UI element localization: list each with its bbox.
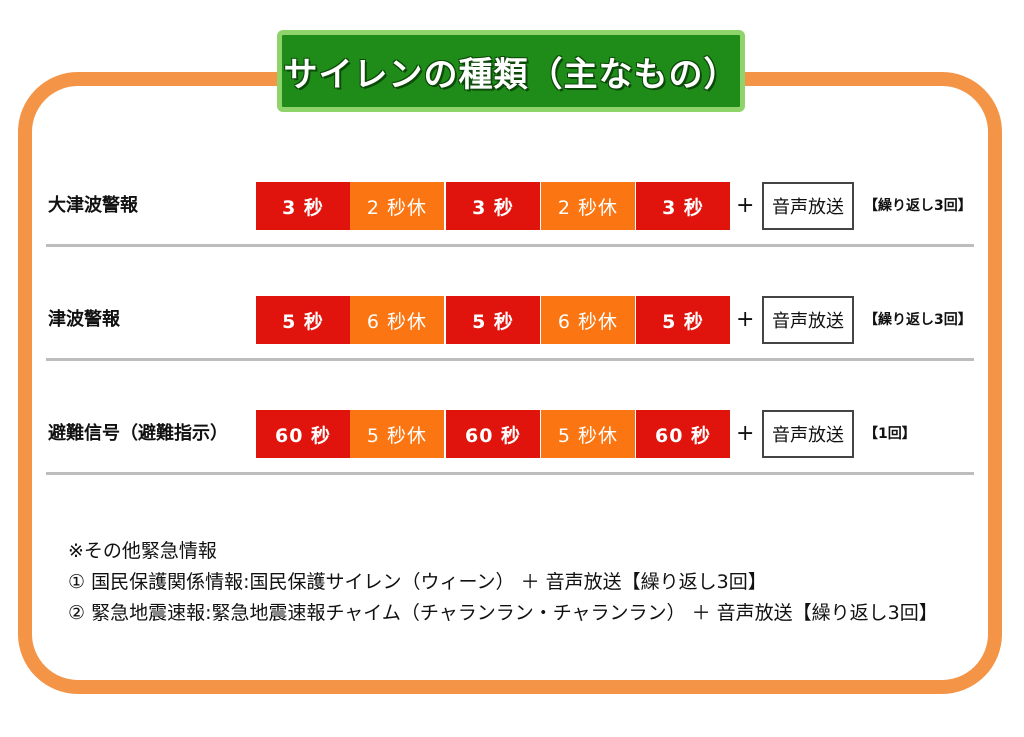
siren-segment: 5 秒 — [256, 296, 350, 344]
voice-broadcast-box: 音声放送 — [762, 410, 854, 458]
plus-sign: + — [736, 193, 755, 218]
row-divider — [46, 472, 974, 475]
siren-segment: 3 秒 — [446, 182, 540, 230]
voice-broadcast-box: 音声放送 — [762, 182, 854, 230]
rest-segment: 2 秒休 — [350, 182, 444, 230]
siren-segment: 60 秒 — [256, 410, 350, 458]
rest-segment: 6 秒休 — [541, 296, 635, 344]
rest-segment: 5 秒休 — [541, 410, 635, 458]
repeat-count: 【繰り返し3回】 — [864, 312, 972, 328]
siren-segment: 5 秒 — [446, 296, 540, 344]
title-banner: サイレンの種類（主なもの） — [277, 30, 745, 112]
page-title: サイレンの種類（主なもの） — [283, 54, 739, 95]
voice-broadcast-box: 音声放送 — [762, 296, 854, 344]
rest-segment: 5 秒休 — [350, 410, 444, 458]
note-item-civil-protection: ① 国民保護関係情報:国民保護サイレン（ウィーン） ＋ 音声放送【繰り返し3回】 — [68, 571, 767, 593]
repeat-count: 【1回】 — [864, 426, 916, 442]
row-divider — [46, 244, 974, 247]
note-item-earthquake-early-warning: ② 緊急地震速報:緊急地震速報チャイム（チャランラン・チャランラン） ＋ 音声放… — [68, 602, 938, 624]
repeat-count: 【繰り返し3回】 — [864, 198, 972, 214]
siren-segment: 3 秒 — [256, 182, 350, 230]
siren-segment: 5 秒 — [636, 296, 730, 344]
row-divider — [46, 358, 974, 361]
rest-segment: 6 秒休 — [350, 296, 444, 344]
emergency-notes: ※その他緊急情報 ① 国民保護関係情報:国民保護サイレン（ウィーン） ＋ 音声放… — [68, 536, 938, 629]
plus-sign: + — [736, 307, 755, 332]
siren-segment: 3 秒 — [636, 182, 730, 230]
siren-segment: 60 秒 — [446, 410, 540, 458]
rest-segment: 2 秒休 — [541, 182, 635, 230]
row-label: 津波警報 — [48, 309, 120, 330]
siren-row-major-tsunami-warning: 大津波警報 3 秒 2 秒休 3 秒 2 秒休 3 秒 + 音声放送 【繰り返し… — [48, 182, 974, 230]
outer-frame — [18, 72, 1002, 694]
siren-row-tsunami-warning: 津波警報 5 秒 6 秒休 5 秒 6 秒休 5 秒 + 音声放送 【繰り返し3… — [48, 296, 974, 344]
siren-row-evacuation-signal: 避難信号（避難指示） 60 秒 5 秒休 60 秒 5 秒休 60 秒 + 音声… — [48, 410, 974, 458]
row-label: 大津波警報 — [48, 195, 138, 216]
row-label: 避難信号（避難指示） — [48, 423, 228, 444]
notes-heading: ※その他緊急情報 — [68, 540, 217, 562]
siren-segment: 60 秒 — [636, 410, 730, 458]
plus-sign: + — [736, 421, 755, 446]
